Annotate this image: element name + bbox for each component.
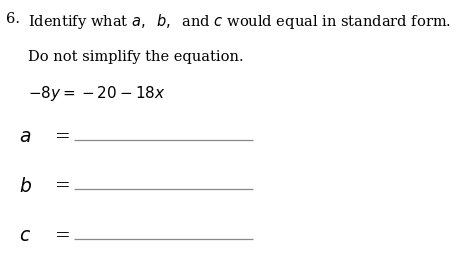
Text: $a$: $a$: [19, 128, 31, 146]
Text: =: =: [55, 177, 70, 195]
Text: Identify what $a,\;$ $b,\;$ and $c$ would equal in standard form.: Identify what $a,\;$ $b,\;$ and $c$ woul…: [28, 12, 450, 31]
Text: =: =: [55, 128, 70, 146]
Text: $b$: $b$: [19, 177, 32, 197]
Text: 6.: 6.: [6, 12, 20, 26]
Text: $c$: $c$: [19, 227, 31, 245]
Text: =: =: [55, 227, 70, 245]
Text: $-8y = -20 - 18x$: $-8y = -20 - 18x$: [28, 84, 165, 103]
Text: Do not simplify the equation.: Do not simplify the equation.: [28, 50, 243, 64]
